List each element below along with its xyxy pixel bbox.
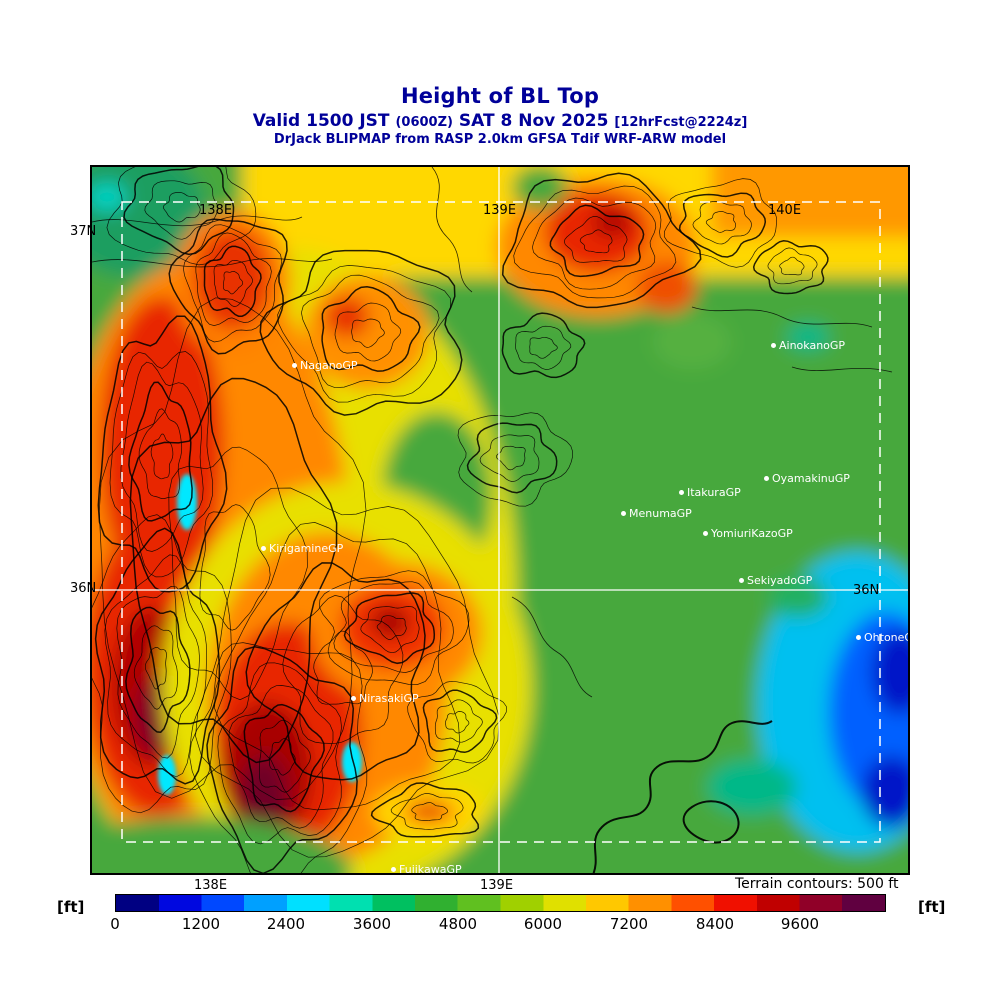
grid-label-top-140e: 140E xyxy=(768,203,802,218)
valid-date: SAT 8 Nov 2025 xyxy=(458,111,609,131)
station-label: OhtoneGP xyxy=(864,631,908,644)
station-label: AinokanoGP xyxy=(779,339,846,352)
station-marker-icon xyxy=(739,578,744,583)
domain-dashed-boundary xyxy=(121,201,881,843)
plot-title: Height of BL Top xyxy=(400,84,600,108)
station-label: FujikawaGP xyxy=(399,863,462,875)
station-yomiurikazo: YomiuriKazoGP xyxy=(703,527,793,540)
colorbar-tick: 6000 xyxy=(523,915,563,933)
colorbar-tick: 1200 xyxy=(181,915,221,933)
model-line: DrJack BLIPMAP from RASP 2.0km GFSA Tdif… xyxy=(273,132,727,147)
colorbar-tick: 9600 xyxy=(780,915,820,933)
station-label: NaganoGP xyxy=(300,359,358,372)
station-marker-icon xyxy=(679,490,684,495)
station-menuma: MenumaGP xyxy=(621,507,692,520)
station-marker-icon xyxy=(292,363,297,368)
valid-time: Valid 1500 JST xyxy=(252,111,390,131)
graticule xyxy=(92,167,908,873)
station-fujikawa: FujikawaGP xyxy=(391,863,462,875)
station-marker-icon xyxy=(771,343,776,348)
forecast-tag: [12hrFcst@2224z] xyxy=(614,115,748,130)
colorbar-unit-right: [ft] xyxy=(918,898,946,916)
station-ainokano: AinokanoGP xyxy=(771,339,845,352)
station-oyamakinu: OyamakinuGP xyxy=(764,472,850,485)
station-label: SekiyadoGP xyxy=(747,574,813,587)
station-label: OyamakinuGP xyxy=(772,472,850,485)
terrain-contours-note: Terrain contours: 500 ft xyxy=(735,876,899,892)
station-marker-icon xyxy=(856,635,861,640)
station-label: NirasakiGP xyxy=(359,692,419,705)
grid-label-top-138e: 138E xyxy=(199,203,233,218)
terrain-contour-lines xyxy=(92,167,829,873)
valid-line: Valid 1500 JST (0600Z) SAT 8 Nov 2025 [1… xyxy=(0,111,1000,131)
station-sekiyado: SekiyadoGP xyxy=(739,574,812,587)
coastline xyxy=(592,720,773,873)
grid-label-bottom-139e: 139E xyxy=(480,878,514,893)
station-kirigamine: KirigamineGP xyxy=(261,542,343,555)
station-marker-icon xyxy=(261,546,266,551)
station-marker-icon xyxy=(621,511,626,516)
colorbar-tick: 3600 xyxy=(352,915,392,933)
grid-label-bottom-138e: 138E xyxy=(194,878,228,893)
map-area: 138E 139E 140E 36N NaganoGP AinokanoGP O… xyxy=(90,165,910,875)
colorbar-tick: 0 xyxy=(110,915,120,933)
station-nirasaki: NirasakiGP xyxy=(351,692,419,705)
station-marker-icon xyxy=(703,531,708,536)
station-label: ItakuraGP xyxy=(687,486,741,499)
grid-label-right-36n: 36N xyxy=(853,583,880,598)
grid-label-left-37n: 37N xyxy=(70,224,97,239)
station-itakura: ItakuraGP xyxy=(679,486,741,499)
header: Height of BL Top Valid 1500 JST (0600Z) … xyxy=(0,84,1000,147)
valid-zulu: (0600Z) xyxy=(395,115,453,130)
station-nagano: NaganoGP xyxy=(292,359,358,372)
station-ohtone: OhtoneGP xyxy=(856,631,908,644)
station-marker-icon xyxy=(764,476,769,481)
station-label: KirigamineGP xyxy=(269,542,344,555)
bl-top-field-svg xyxy=(92,167,908,873)
station-label: MenumaGP xyxy=(629,507,692,520)
colorbar-tick: 7200 xyxy=(609,915,649,933)
colorbar-tick: 4800 xyxy=(438,915,478,933)
colorbar-tick: 8400 xyxy=(695,915,735,933)
colorbar-unit-left: [ft] xyxy=(57,898,85,916)
grid-label-top-139e: 139E xyxy=(483,203,517,218)
colorbar xyxy=(115,894,886,912)
grid-label-left-36n: 36N xyxy=(70,581,97,596)
station-marker-icon xyxy=(351,696,356,701)
station-label: YomiuriKazoGP xyxy=(711,527,793,540)
colorbar-tick: 2400 xyxy=(266,915,306,933)
station-marker-icon xyxy=(391,867,396,872)
